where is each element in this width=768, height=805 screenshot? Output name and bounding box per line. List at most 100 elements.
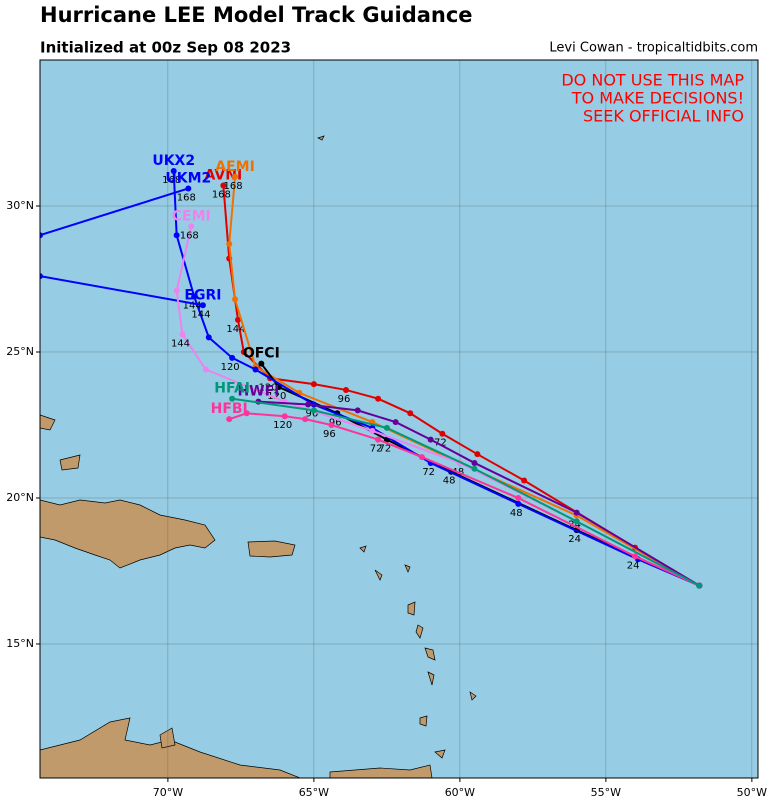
track-point — [369, 427, 376, 434]
track-point — [199, 302, 206, 309]
track-point — [229, 354, 236, 361]
y-tick-label: 30°N — [6, 199, 34, 212]
title: Hurricane LEE Model Track Guidance — [40, 3, 473, 27]
track-point — [573, 509, 580, 516]
hour-label: 168 — [177, 192, 196, 203]
hour-label: 168 — [180, 230, 199, 241]
model-label: UKX2 — [152, 153, 195, 169]
track-point — [173, 232, 180, 239]
track-point — [632, 553, 639, 560]
track-point — [234, 316, 241, 323]
track-line — [172, 170, 700, 587]
track-point — [40, 232, 43, 239]
track-point — [383, 424, 390, 431]
model-label: HFAI — [214, 381, 250, 397]
hour-label: 168 — [212, 190, 231, 201]
track-point — [696, 582, 703, 589]
map-layer: 7296120144168AVNI2448168AEMI24487296120O… — [40, 60, 758, 778]
model-label: CEMI — [172, 208, 211, 224]
y-tick-label: 15°N — [6, 637, 34, 650]
hour-label: 120 — [259, 382, 278, 393]
hour-label: 96 — [329, 417, 342, 428]
track-point — [573, 518, 580, 525]
hour-label: 120 — [221, 362, 240, 373]
track-point — [243, 410, 250, 417]
track-line — [222, 185, 700, 587]
hour-label: 144 — [226, 324, 245, 335]
track-point — [229, 395, 236, 402]
track-line — [231, 397, 700, 587]
track-point — [185, 185, 192, 192]
track-point — [302, 416, 309, 423]
hour-label: 72 — [422, 467, 435, 478]
ocean — [40, 60, 758, 778]
land — [40, 135, 477, 778]
track-point — [232, 173, 239, 180]
hour-label: 120 — [267, 391, 286, 402]
model-label: OFCI — [243, 346, 280, 362]
x-tick-label: 70°W — [153, 786, 183, 799]
track-point — [310, 381, 317, 388]
track-point — [40, 273, 43, 280]
track-point — [220, 182, 227, 189]
hour-label: 120 — [273, 420, 292, 431]
hour-label: 72 — [379, 444, 392, 455]
model-label: EGRI — [184, 287, 221, 303]
hour-label: 96 — [306, 409, 319, 420]
warning: DO NOT USE THIS MAP — [561, 71, 744, 90]
track-point — [427, 436, 434, 443]
track-point — [343, 386, 350, 393]
hour-label: 144 — [183, 301, 202, 312]
warning: SEEK OFFICIAL INFO — [583, 107, 744, 126]
x-tick-label: 65°W — [299, 786, 329, 799]
track-point — [375, 436, 382, 443]
model-label: UKM2 — [165, 170, 211, 186]
track-point — [310, 407, 317, 414]
track-line — [228, 412, 700, 587]
track-line — [40, 275, 204, 307]
x-tick-label: 50°W — [737, 786, 767, 799]
track-point — [170, 167, 177, 174]
track-point — [240, 348, 247, 355]
track-point — [191, 293, 198, 300]
hour-label: 24 — [568, 534, 581, 545]
hour-label: 168 — [162, 175, 181, 186]
model-label: AEMI — [215, 159, 255, 175]
hour-label: 168 — [224, 181, 243, 192]
track-point — [179, 331, 186, 338]
track-point — [226, 240, 233, 247]
track-point — [407, 410, 414, 417]
credit: Levi Cowan - tropicaltidbits.com — [549, 41, 758, 56]
track-point — [252, 366, 259, 373]
track-point — [232, 296, 239, 303]
track-point — [202, 366, 209, 373]
hour-label: 96 — [323, 429, 336, 440]
track-point — [471, 465, 478, 472]
hour-label: 24 — [568, 520, 581, 531]
track-point — [474, 451, 481, 458]
hour-label: 144 — [171, 338, 190, 349]
x-tick-label: 55°W — [591, 786, 621, 799]
track-point — [418, 454, 425, 461]
track-point — [515, 500, 522, 507]
hour-label: 144 — [191, 309, 210, 320]
map-frame — [39, 59, 759, 779]
track-point — [392, 419, 399, 426]
warning: TO MAKE DECISIONS! — [571, 89, 744, 108]
track-point — [515, 494, 522, 501]
hour-label: 48 — [443, 476, 456, 487]
y-tick-label: 20°N — [6, 491, 34, 504]
track-point — [354, 407, 361, 414]
track-point — [521, 477, 528, 484]
subtitle: Initialized at 00z Sep 08 2023 — [40, 39, 291, 57]
model-label: AVNI — [205, 168, 243, 184]
track-line — [40, 187, 189, 237]
track-point — [281, 413, 288, 420]
hour-label: 72 — [370, 444, 383, 455]
track-point — [328, 421, 335, 428]
track-point — [439, 430, 446, 437]
y-tick-label: 25°N — [6, 345, 34, 358]
track-point — [375, 395, 382, 402]
